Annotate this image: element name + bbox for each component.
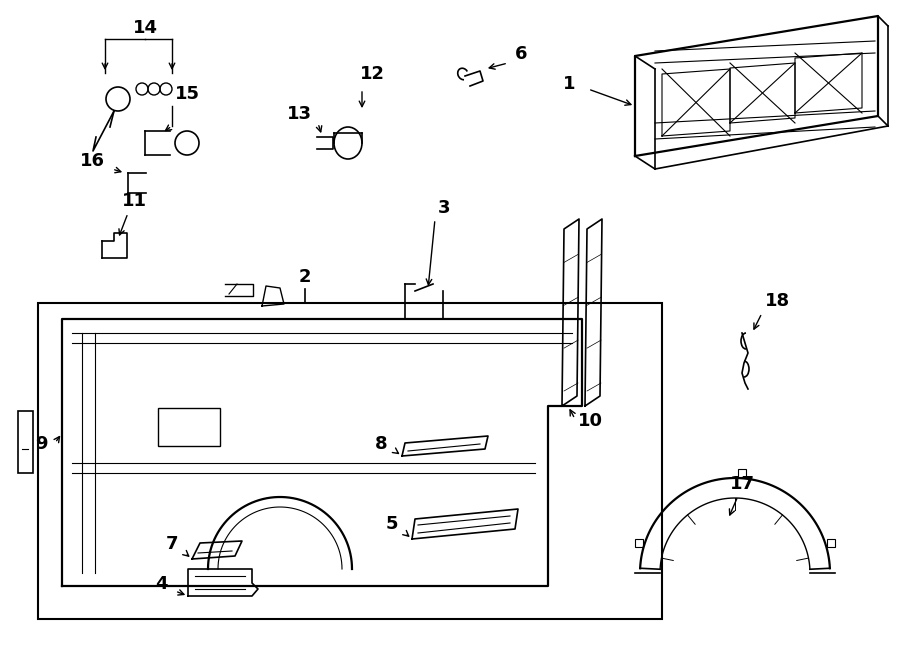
Bar (738, 469, 746, 477)
Text: 14: 14 (132, 19, 157, 37)
Bar (826, 539, 834, 547)
Bar (38, 303, 662, 619)
Text: 1: 1 (562, 75, 575, 93)
Text: 2: 2 (299, 268, 311, 286)
Text: 4: 4 (156, 575, 168, 593)
Bar (635, 539, 644, 547)
Text: 8: 8 (375, 435, 388, 453)
Text: 7: 7 (166, 535, 178, 553)
Text: 3: 3 (438, 199, 451, 217)
Text: 10: 10 (578, 412, 603, 430)
Text: 5: 5 (385, 515, 398, 533)
Text: 9: 9 (35, 435, 48, 453)
Text: 13: 13 (287, 105, 312, 123)
Bar (18, 411, 33, 473)
Text: 15: 15 (175, 85, 200, 103)
Text: 11: 11 (122, 192, 147, 210)
Text: 17: 17 (730, 475, 754, 493)
Text: 12: 12 (359, 65, 384, 83)
Text: 6: 6 (515, 45, 527, 63)
Text: 16: 16 (80, 152, 105, 170)
Bar (158, 408, 220, 446)
Text: 18: 18 (765, 292, 790, 310)
